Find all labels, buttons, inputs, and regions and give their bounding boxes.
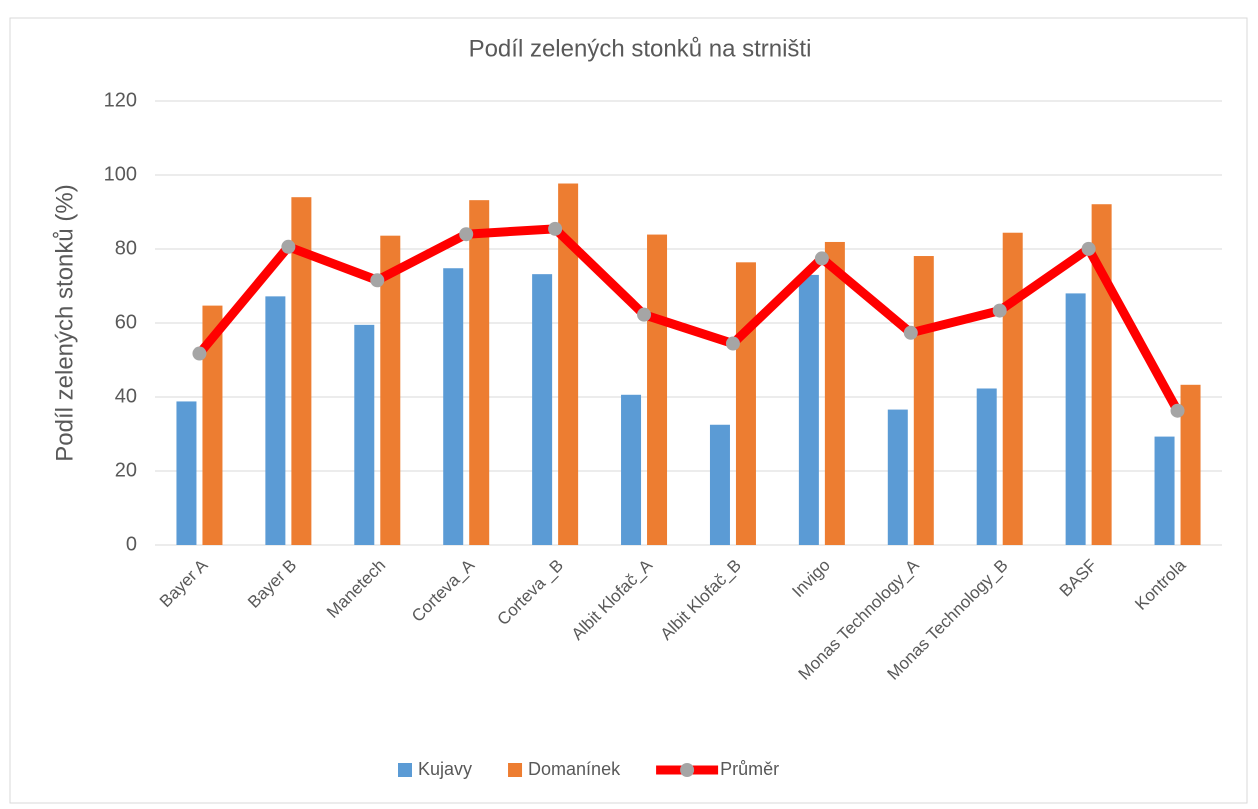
line-marker [992,303,1007,318]
bar [1065,293,1086,545]
bar [1154,436,1175,545]
y-tick-label: 0 [126,533,137,555]
legend-label: Domanínek [528,759,621,779]
bar [798,274,819,545]
y-tick-label: 60 [115,311,137,333]
line-marker [548,221,563,236]
bar [176,401,197,545]
bar [735,262,756,545]
legend-swatch [508,763,523,777]
y-axis-label: Podíl zelených stonků (%) [51,184,78,461]
line [196,224,1182,413]
line-marker [814,251,829,266]
bar [532,274,553,545]
line-marker [1170,403,1185,418]
line-marker [1081,241,1096,256]
bar [824,241,845,545]
bar [380,235,401,545]
line-marker [459,227,474,242]
line-marker [637,307,652,322]
line-marker [192,346,207,361]
bar [265,296,286,545]
y-tick-label: 100 [104,163,137,185]
bar [1180,384,1201,545]
bar [469,200,490,545]
legend-marker [680,763,695,777]
y-tick-label: 80 [115,237,137,259]
y-tick-label: 40 [115,385,137,407]
line-marker [903,325,918,340]
bar [202,305,223,545]
line-marker [370,273,385,288]
y-tick-label: 20 [115,459,137,481]
bar [709,424,730,545]
legend-label: Kujavy [418,759,472,779]
bar [291,197,312,545]
legend-label: Průměr [720,759,779,779]
bar [443,268,464,545]
bar [647,234,668,545]
bar [1002,232,1023,545]
bar [887,409,908,545]
bar [621,394,642,545]
y-tick-label: 120 [104,89,137,111]
line-marker [281,239,296,254]
bar [558,183,579,545]
bar [354,324,375,545]
line-marker [725,336,740,351]
bar [913,256,934,545]
bar [976,388,997,545]
legend-swatch [398,763,412,777]
chart-title: Podíl zelených stonků na strništi [469,35,812,62]
